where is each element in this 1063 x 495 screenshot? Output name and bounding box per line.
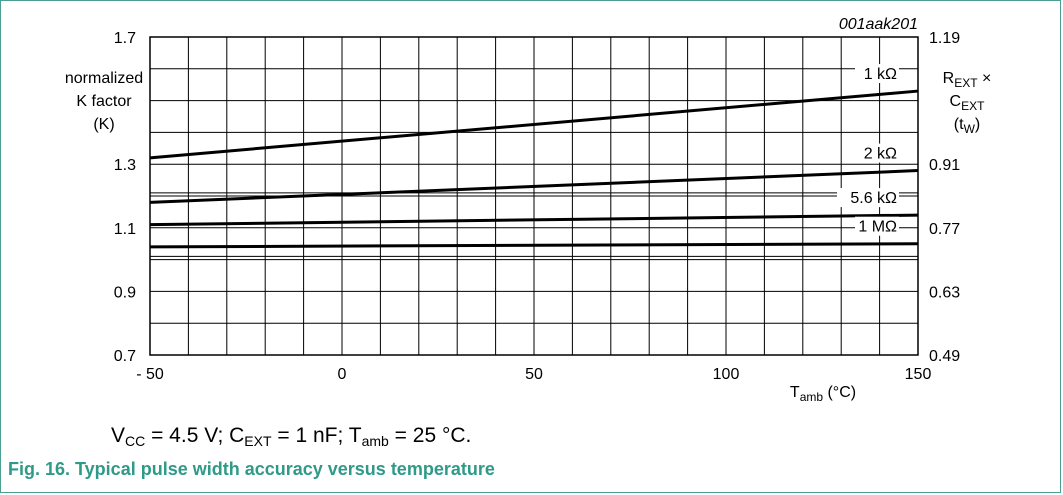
vcc-subscript: CC bbox=[125, 433, 146, 449]
figure-id: 001aak201 bbox=[839, 16, 918, 33]
series: 1 kΩ 2 kΩ 5.6 kΩ 1 MΩ bbox=[149, 64, 919, 249]
x-tick-label: - 50 bbox=[136, 366, 164, 383]
tick-labels: 1.7 1.3 1.1 0.9 0.7 1.19 0.91 0.77 0.63 0.49 - 50 0… bbox=[114, 30, 960, 383]
x-tick-label: 150 bbox=[905, 366, 932, 383]
y-left-title-line2: K factor bbox=[76, 93, 132, 110]
vcc-value: = 4.5 V; bbox=[145, 424, 230, 447]
grid bbox=[149, 36, 919, 356]
x-axis-title: Tamb (°C) bbox=[790, 384, 856, 404]
series-label-bg bbox=[837, 188, 899, 208]
y-left-title-line3: (K) bbox=[93, 116, 114, 133]
series-line bbox=[149, 242, 919, 249]
series-label: 2 kΩ bbox=[864, 146, 897, 163]
tamb-symbol: T bbox=[348, 424, 362, 447]
series-line bbox=[149, 169, 919, 204]
x-tick-label: 100 bbox=[713, 366, 740, 383]
plot-border bbox=[149, 36, 919, 356]
cext-symbol: C bbox=[229, 424, 245, 447]
figure-caption: Fig. 16. Typical pulse width accuracy ve… bbox=[8, 459, 495, 479]
y-left-tick-label: 1.3 bbox=[114, 157, 136, 174]
x-tick-label: 0 bbox=[338, 366, 347, 383]
series-label-bg bbox=[855, 64, 899, 84]
series-label-bg bbox=[855, 143, 899, 163]
y-left-tick-label: 0.7 bbox=[114, 348, 136, 365]
cext-subscript: EXT bbox=[244, 433, 272, 449]
series-line bbox=[149, 213, 919, 227]
y-left-tick-label: 0.9 bbox=[114, 284, 136, 301]
x-tick-label: 50 bbox=[525, 366, 543, 383]
y-right-title-line1: REXT × bbox=[943, 70, 992, 90]
y-right-title-line2: CEXT bbox=[950, 93, 986, 113]
cext-value: = 1 nF; bbox=[271, 424, 349, 447]
y-right-tick-label: 1.19 bbox=[929, 30, 960, 47]
series-label: 1 kΩ bbox=[864, 66, 897, 83]
tamb-value: = 25 °C. bbox=[388, 424, 472, 447]
series-label: 5.6 kΩ bbox=[850, 190, 897, 207]
y-left-tick-label: 1.1 bbox=[114, 221, 136, 238]
y-left-tick-label: 1.7 bbox=[114, 30, 136, 47]
tamb-subscript: amb bbox=[361, 433, 389, 449]
y-right-tick-label: 0.63 bbox=[929, 284, 960, 301]
y-right-tick-label: 0.77 bbox=[929, 221, 960, 238]
y-left-title-line1: normalized bbox=[65, 70, 143, 87]
series-label: 1 MΩ bbox=[858, 219, 897, 236]
y-right-title-line3: (tW) bbox=[954, 116, 980, 136]
y-right-tick-label: 0.49 bbox=[929, 348, 960, 365]
vcc-symbol: V bbox=[111, 424, 126, 447]
y-right-tick-label: 0.91 bbox=[929, 157, 960, 174]
test-conditions: VCC = 4.5 V; CEXT = 1 nF; Tamb = 25 °C. bbox=[111, 424, 471, 449]
series-line bbox=[149, 89, 919, 160]
series-label-bg bbox=[855, 216, 899, 236]
